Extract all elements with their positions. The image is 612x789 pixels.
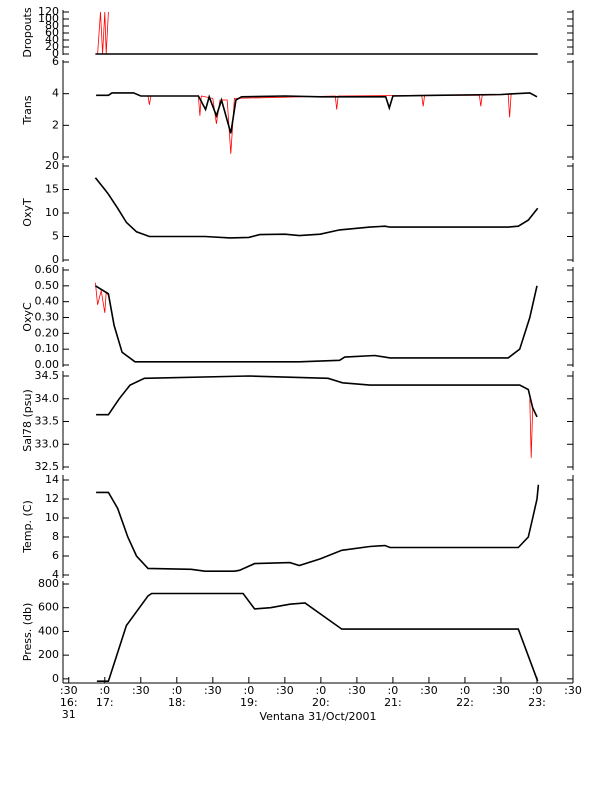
y-tick-label: 2 xyxy=(52,118,59,131)
y-tick-label: 800 xyxy=(38,577,59,590)
y-tick-label: 33.5 xyxy=(35,415,60,428)
y-tick-label: 0.30 xyxy=(35,311,60,324)
x-tick-label: :0 xyxy=(316,684,327,697)
y-tick-label: 10 xyxy=(45,206,59,219)
y-tick-label: 33.0 xyxy=(35,437,60,450)
y-tick-label: 14 xyxy=(45,473,59,486)
y-tick-label: 0 xyxy=(52,253,59,266)
y-tick-label: 8 xyxy=(52,530,59,543)
y-tick-label: 10 xyxy=(45,511,59,524)
x-tick-label: :30 xyxy=(204,684,222,697)
y-tick-label: 600 xyxy=(38,601,59,614)
y-tick-label: 120 xyxy=(38,5,59,18)
x-tick-hour-label: 19: xyxy=(240,696,258,709)
y-tick-label: 15 xyxy=(45,183,59,196)
data-line xyxy=(97,11,109,55)
y-axis-label: Sal78 (psu) xyxy=(21,389,34,452)
y-axis-label: Press. (db) xyxy=(21,603,34,662)
y-tick-label: 20 xyxy=(45,159,59,172)
x-tick-hour-label: 21: xyxy=(384,696,402,709)
x-axis-label: Ventana 31/Oct/2001 xyxy=(259,710,376,723)
y-tick-label: 34.5 xyxy=(35,369,60,382)
y-tick-label: 34.0 xyxy=(35,392,60,405)
x-tick-label: :0 xyxy=(532,684,543,697)
y-tick-label: 0 xyxy=(52,47,59,60)
x-tick-label: :30 xyxy=(132,684,150,697)
y-axis-label: OxyT xyxy=(21,198,34,227)
y-tick-label: 0.20 xyxy=(35,326,60,339)
x-tick-hour-label: 23: xyxy=(528,696,546,709)
y-axis-label: Temp. (C) xyxy=(21,500,34,554)
y-tick-label: 0.60 xyxy=(35,263,60,276)
x-tick-hour-label: 22: xyxy=(456,696,474,709)
x-tick-label: :30 xyxy=(276,684,294,697)
y-tick-label: 0.40 xyxy=(35,295,60,308)
y-tick-label: 80 xyxy=(45,19,59,32)
x-tick-hour-label: 20: xyxy=(312,696,330,709)
y-tick-label: 6 xyxy=(52,55,59,68)
x-tick-label: :0 xyxy=(99,684,110,697)
data-line xyxy=(96,92,538,134)
x-tick-label: :30 xyxy=(420,684,438,697)
y-tick-label: 0.00 xyxy=(35,358,60,371)
y-tick-label: 100 xyxy=(38,12,59,25)
y-tick-label: 0 xyxy=(52,150,59,163)
data-line xyxy=(94,177,539,239)
x-tick-label: :30 xyxy=(60,684,78,697)
y-tick-label: 12 xyxy=(45,492,59,505)
y-axis-label: OxyC xyxy=(21,302,34,332)
x-tick-label: :0 xyxy=(460,684,471,697)
data-line xyxy=(147,94,512,154)
y-tick-label: 200 xyxy=(38,648,59,661)
y-tick-label: 0 xyxy=(52,672,59,685)
x-tick-label: :30 xyxy=(564,684,582,697)
x-tick-hour-label: 17: xyxy=(96,696,114,709)
data-line xyxy=(96,375,538,418)
y-tick-label: 0.50 xyxy=(35,279,60,292)
data-line xyxy=(529,398,534,458)
y-tick-label: 6 xyxy=(52,549,59,562)
y-tick-label: 4 xyxy=(52,568,59,581)
x-tick-label: :30 xyxy=(492,684,510,697)
y-tick-label: 5 xyxy=(52,230,59,243)
y-tick-label: 60 xyxy=(45,26,59,39)
y-tick-label: 0.10 xyxy=(35,342,60,355)
data-line xyxy=(94,285,538,363)
y-tick-label: 4 xyxy=(52,87,59,100)
y-axis-label: Trans xyxy=(21,95,34,125)
x-tick-hour-label: 16: xyxy=(60,696,78,709)
x-tick-label: :0 xyxy=(171,684,182,697)
x-tick-label: :0 xyxy=(243,684,254,697)
y-axis-label: Dropouts xyxy=(21,7,34,57)
data-line xyxy=(96,592,539,682)
x-tick-day-label: 31 xyxy=(62,708,76,721)
x-tick-label: :0 xyxy=(388,684,399,697)
data-line xyxy=(96,484,540,572)
y-tick-label: 400 xyxy=(38,624,59,637)
y-tick-label: 32.5 xyxy=(35,460,60,473)
x-tick-hour-label: 18: xyxy=(168,696,186,709)
y-tick-label: 20 xyxy=(45,40,59,53)
x-tick-label: :30 xyxy=(348,684,366,697)
y-tick-label: 40 xyxy=(45,33,59,46)
